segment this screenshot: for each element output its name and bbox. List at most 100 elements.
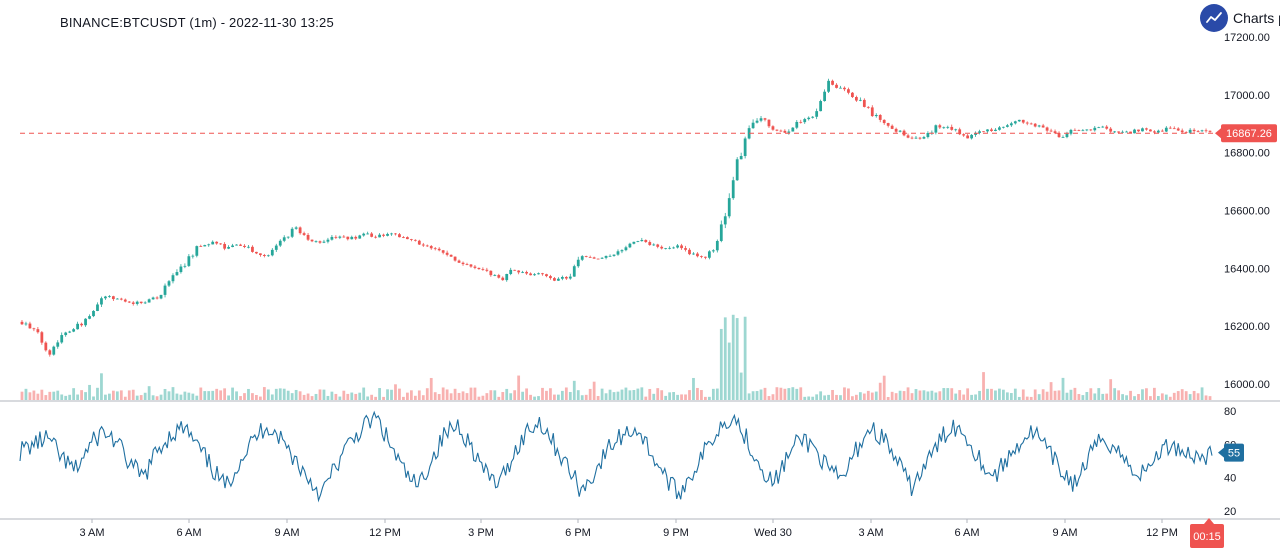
candle bbox=[688, 248, 691, 256]
volume-bar bbox=[723, 317, 727, 400]
candle bbox=[1009, 121, 1013, 127]
candlesticks bbox=[20, 78, 1212, 357]
volume-bar bbox=[1133, 396, 1136, 400]
volume-bar bbox=[831, 389, 834, 400]
candle bbox=[247, 245, 250, 249]
time-tick-label: 9 PM bbox=[663, 527, 689, 539]
candle bbox=[922, 135, 926, 140]
volume-bar bbox=[962, 394, 966, 400]
candle bbox=[914, 136, 918, 139]
candle bbox=[568, 273, 572, 280]
candle bbox=[227, 245, 230, 250]
trend-up-icon[interactable] bbox=[1200, 4, 1228, 32]
volume-bar bbox=[529, 394, 532, 400]
volume-bar bbox=[787, 388, 791, 400]
volume-bar bbox=[151, 395, 155, 400]
time-tick-label: 3 AM bbox=[858, 527, 883, 539]
candle bbox=[747, 125, 751, 140]
candle bbox=[819, 99, 823, 112]
volume-bar bbox=[1077, 394, 1081, 400]
volume-bar bbox=[56, 390, 60, 400]
price-axis[interactable]: 17200.00 17000.00 16800.00 16600.00 16400.00… bbox=[1224, 32, 1270, 391]
brand[interactable]: Charts p bbox=[1200, 4, 1280, 32]
volume-bar bbox=[60, 394, 64, 400]
candle bbox=[1133, 128, 1136, 134]
candle bbox=[874, 113, 878, 118]
volume-bar bbox=[402, 396, 405, 400]
candle bbox=[851, 91, 854, 99]
candle bbox=[700, 255, 703, 259]
volume-bar bbox=[119, 390, 123, 400]
volume-bar bbox=[656, 388, 660, 400]
volume-bar bbox=[473, 387, 477, 400]
volume-bar bbox=[568, 391, 572, 400]
volume-bar bbox=[255, 394, 258, 400]
candle bbox=[739, 152, 743, 160]
candle bbox=[465, 262, 469, 266]
candle bbox=[473, 265, 477, 270]
volume-bar bbox=[791, 387, 795, 400]
volume-bar bbox=[572, 380, 576, 400]
candle bbox=[76, 321, 80, 330]
volume-bar bbox=[409, 390, 413, 400]
volume-bar bbox=[195, 395, 199, 400]
candle bbox=[362, 232, 366, 237]
candle bbox=[231, 243, 234, 248]
candle bbox=[1033, 123, 1037, 128]
candle bbox=[652, 243, 656, 246]
candle bbox=[270, 248, 274, 257]
volume-bar bbox=[711, 388, 715, 400]
volume-bar bbox=[1180, 389, 1184, 400]
candle bbox=[310, 239, 314, 243]
price-pane[interactable] bbox=[20, 78, 1215, 400]
volume-bar bbox=[183, 391, 187, 400]
candle bbox=[664, 247, 668, 250]
volume-bar bbox=[954, 393, 958, 400]
volume-bar bbox=[1121, 394, 1124, 400]
candle bbox=[982, 131, 985, 133]
candle bbox=[306, 233, 310, 242]
volume-bar bbox=[854, 394, 858, 400]
volume-bar bbox=[378, 388, 381, 400]
volume-bar bbox=[433, 392, 437, 400]
candle bbox=[1149, 129, 1152, 132]
candle bbox=[290, 227, 294, 239]
candle bbox=[831, 79, 834, 86]
candle bbox=[1141, 127, 1144, 132]
volume-bar bbox=[1113, 388, 1117, 400]
candle bbox=[823, 89, 826, 102]
candle bbox=[417, 239, 421, 246]
candle bbox=[20, 319, 24, 325]
time-axis[interactable]: 3 AM 6 AM 9 AM 12 PM 3 PM 6 PM 9 PM Wed 30 3 AM 6… bbox=[79, 519, 1178, 539]
indicator-pane[interactable] bbox=[19, 410, 1213, 503]
candle bbox=[1105, 125, 1109, 130]
volume-bar bbox=[40, 389, 44, 400]
candle bbox=[755, 118, 759, 124]
indicator-axis[interactable]: 80604020 bbox=[1224, 406, 1236, 518]
volume-bar bbox=[946, 388, 950, 400]
candle bbox=[878, 114, 882, 123]
candle bbox=[278, 239, 282, 248]
volume-bar bbox=[541, 387, 544, 400]
volume-bar bbox=[521, 391, 525, 400]
candle bbox=[358, 234, 362, 239]
volume-bar bbox=[489, 390, 493, 400]
candle bbox=[457, 259, 461, 263]
candle bbox=[584, 255, 588, 258]
candle bbox=[64, 331, 68, 337]
volume-bar bbox=[96, 387, 99, 400]
candle bbox=[886, 122, 890, 128]
candle bbox=[1192, 128, 1196, 133]
candle bbox=[88, 314, 91, 320]
candle bbox=[338, 235, 342, 240]
candle bbox=[1156, 129, 1160, 134]
volume-bar bbox=[986, 388, 989, 400]
volume-bar bbox=[731, 314, 735, 400]
volume-bar bbox=[819, 391, 823, 400]
candle bbox=[318, 240, 322, 244]
volume-bar bbox=[588, 388, 592, 400]
candle bbox=[854, 95, 858, 102]
candle bbox=[553, 276, 556, 282]
volume-bars bbox=[20, 314, 1212, 400]
